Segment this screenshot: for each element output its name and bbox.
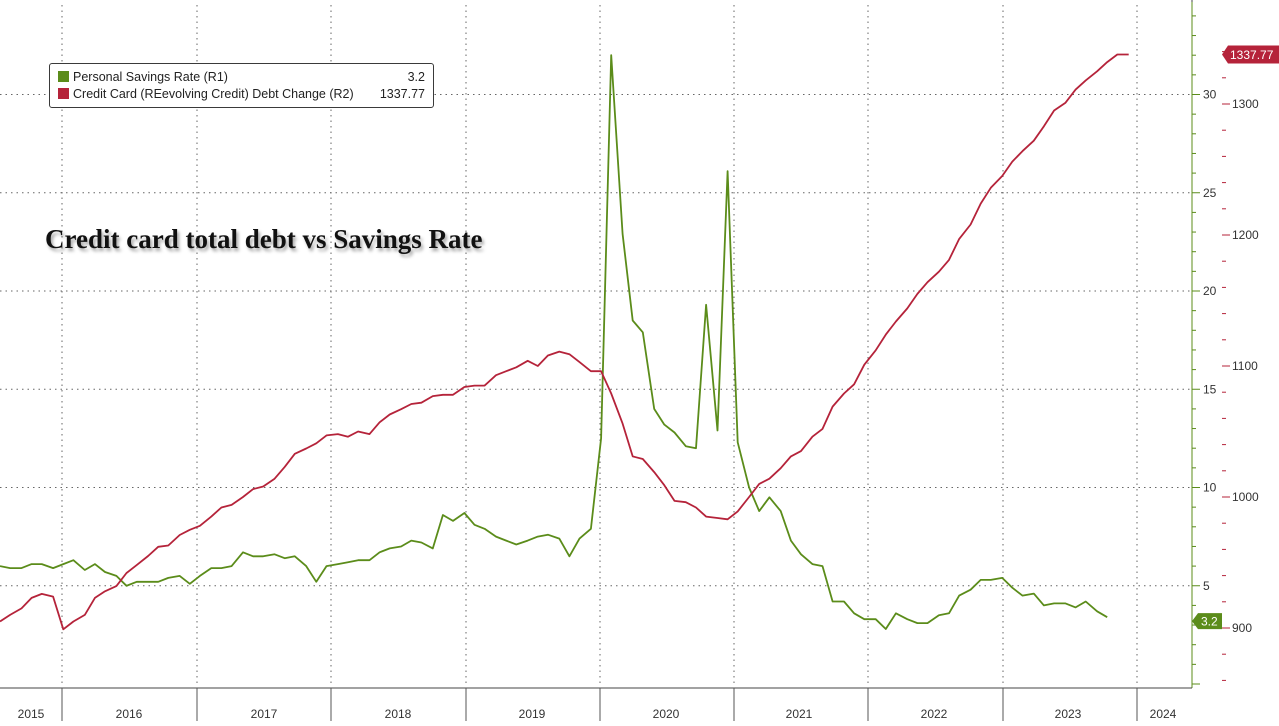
legend-swatch-credit: [58, 88, 69, 99]
x-tick-label: 2018: [385, 707, 412, 721]
legend-label-savings: Personal Savings Rate (R1): [73, 70, 228, 84]
x-tick-label: 2024: [1150, 707, 1177, 721]
legend-swatch-savings: [58, 71, 69, 82]
r2-tick-label: 1300: [1232, 97, 1259, 111]
legend-value-savings: 3.2: [407, 70, 425, 84]
series-lines: [0, 53, 1129, 631]
series-line-credit-card-debt: [0, 53, 1129, 631]
chart-title: Credit card total debt vs Savings Rate: [45, 224, 483, 254]
r2-tick-label: 900: [1232, 621, 1252, 635]
last-value-badge-savings: [1192, 613, 1222, 630]
x-tick-label: 2017: [251, 707, 278, 721]
legend-item-credit-card: Credit Card (REevolving Credit) Debt Cha…: [58, 86, 425, 103]
x-tick-label: 2016: [116, 707, 143, 721]
x-tick-label: 2020: [653, 707, 680, 721]
x-tick-label: 2019: [519, 707, 546, 721]
r2-tick-label: 1200: [1232, 228, 1259, 242]
r1-tick-label: 15: [1203, 382, 1217, 396]
r1-tick-label: 10: [1203, 481, 1217, 495]
r1-tick-label: 30: [1203, 88, 1217, 102]
x-tick-label: 2015: [18, 707, 45, 721]
series-line-savings-rate: [0, 54, 1108, 630]
r2-tick-label: 1000: [1232, 490, 1259, 504]
last-value-badge-credit: [1222, 45, 1279, 64]
r1-tick-label: 20: [1203, 284, 1217, 298]
legend-item-savings-rate: Personal Savings Rate (R1) 3.2: [58, 69, 425, 86]
x-tick-label: 2021: [786, 707, 813, 721]
r1-tick-label: 5: [1203, 579, 1210, 593]
legend: Personal Savings Rate (R1) 3.2 Credit Ca…: [49, 63, 434, 108]
last-value-label-savings: 3.2: [1201, 615, 1218, 629]
r2-tick-label: 1100: [1232, 359, 1258, 373]
x-tick-label: 2022: [921, 707, 948, 721]
legend-value-credit: 1337.77: [379, 87, 425, 101]
r1-tick-label: 25: [1203, 186, 1217, 200]
last-value-label-credit: 1337.77: [1230, 48, 1274, 62]
x-tick-label: 2023: [1055, 707, 1082, 721]
legend-label-credit: Credit Card (REevolving Credit) Debt Cha…: [73, 87, 354, 101]
